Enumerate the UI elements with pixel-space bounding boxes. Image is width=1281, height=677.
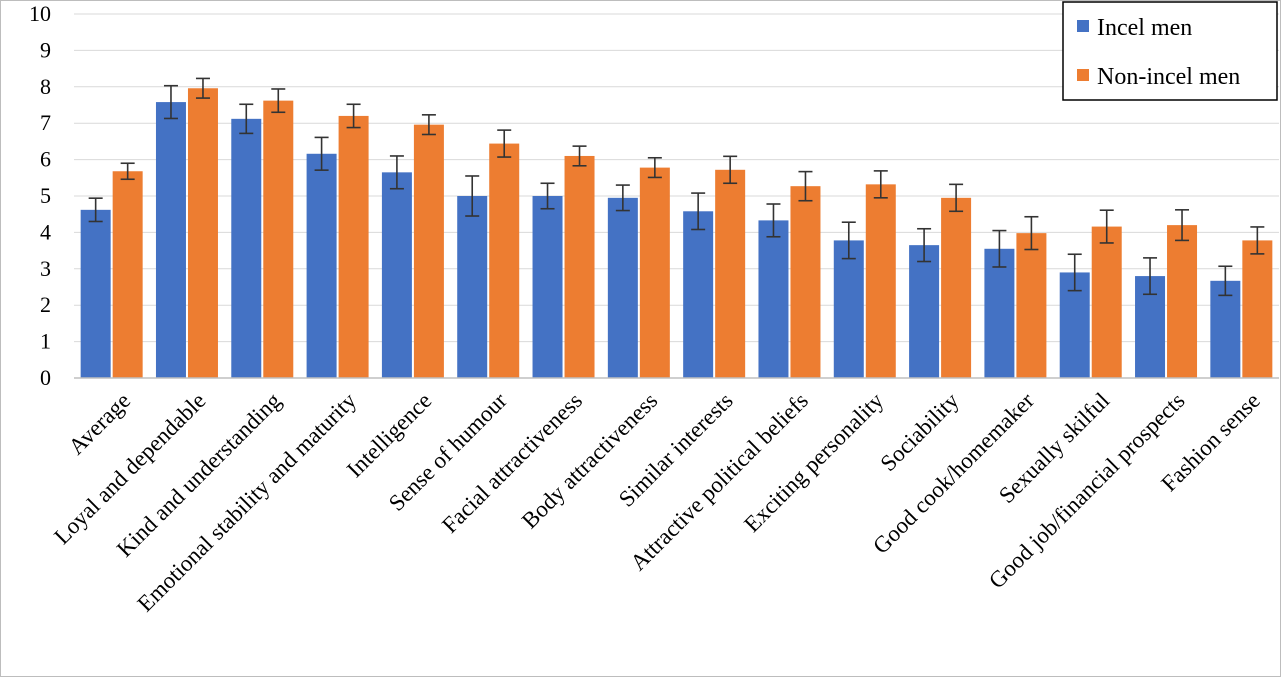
bar-incel (909, 245, 940, 378)
y-tick-label: 0 (40, 365, 51, 390)
bar-incel (80, 209, 111, 378)
legend-swatch-incel (1077, 20, 1089, 32)
bar-incel (1210, 280, 1241, 378)
bar-non-incel (941, 197, 972, 378)
legend-label-non-incel: Non-incel men (1097, 64, 1240, 90)
bar-non-incel (489, 143, 520, 378)
bar-non-incel (112, 171, 143, 378)
bar-non-incel (1016, 233, 1047, 378)
bar-non-incel (413, 124, 444, 378)
y-axis-ticks: 0 1 2 3 4 5 6 7 8 9 10 (29, 1, 51, 390)
bar-incel (833, 240, 864, 378)
bar-non-incel (1242, 240, 1273, 378)
bar-incel (457, 196, 488, 378)
bar-non-incel (639, 167, 670, 378)
legend-label-incel: Incel men (1097, 15, 1192, 41)
bar-non-incel (564, 155, 595, 378)
legend-swatch-non-incel (1077, 69, 1089, 81)
y-tick-label: 5 (40, 183, 51, 208)
bar-incel (306, 153, 337, 378)
y-tick-label: 4 (40, 219, 51, 244)
bar-incel (155, 102, 186, 378)
y-tick-label: 2 (40, 292, 51, 317)
y-tick-label: 6 (40, 147, 51, 172)
y-tick-label: 1 (40, 329, 51, 354)
bar-incel (984, 248, 1015, 378)
bar-non-incel (263, 100, 294, 378)
bar-incel (607, 197, 638, 378)
bar-non-incel (187, 88, 218, 379)
bar-non-incel (338, 115, 369, 379)
bar-non-incel (790, 186, 821, 378)
bars (80, 88, 1273, 379)
x-tick-label: Body attractiveness (517, 388, 663, 534)
bar-non-incel (865, 184, 896, 378)
x-tick-label: Exciting personality (739, 388, 888, 537)
legend: Incel men Non-incel men (1062, 1, 1278, 101)
error-bars (88, 77, 1265, 297)
x-tick-label: Average (64, 388, 136, 460)
y-tick-label: 9 (40, 37, 51, 62)
bar-incel (758, 220, 789, 378)
bar-incel (532, 196, 563, 378)
legend-box (1062, 1, 1278, 101)
y-tick-label: 10 (29, 1, 51, 26)
bar-non-incel (1091, 226, 1122, 378)
bar-incel (231, 118, 262, 378)
bar-non-incel (715, 169, 746, 378)
y-tick-label: 8 (40, 74, 51, 99)
bar-incel (683, 211, 714, 378)
x-tick-label: Facial attractiveness (437, 388, 587, 538)
bar-non-incel (1167, 225, 1198, 378)
y-tick-label: 3 (40, 256, 51, 281)
bar-incel (381, 172, 412, 378)
y-tick-label: 7 (40, 110, 51, 135)
